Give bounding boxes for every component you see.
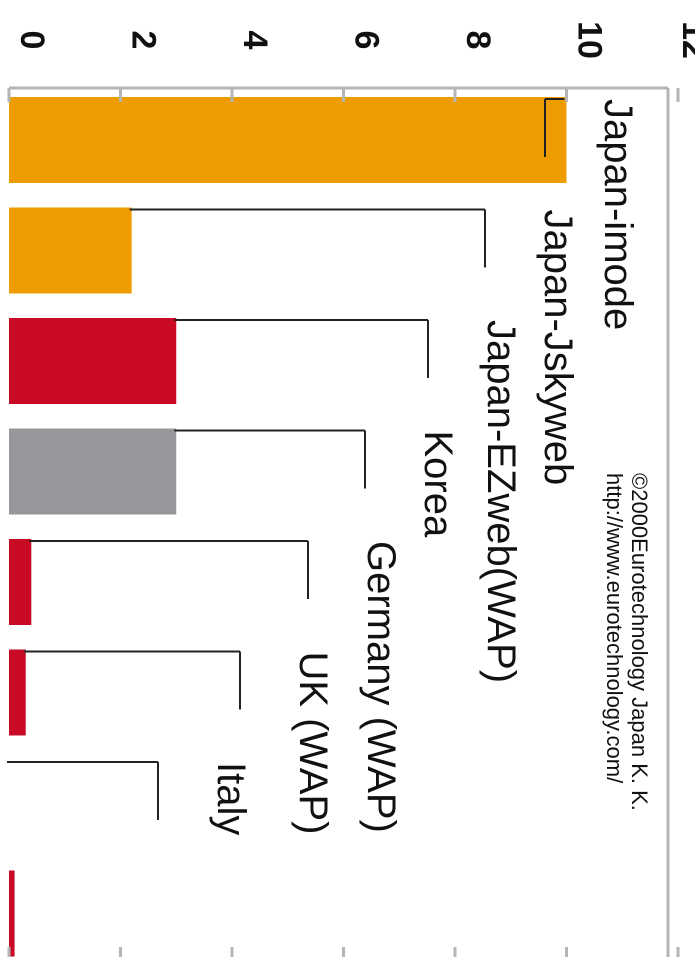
tick-label: 8 — [459, 31, 497, 50]
category-label: Japan-EZweb(WAP) — [479, 320, 523, 683]
credit-line-1: ©2000Eurotechnology Japan K. K. — [627, 473, 652, 811]
bar — [9, 649, 26, 736]
tick-label: 0 — [13, 31, 51, 50]
tick-label: 12 — [675, 21, 695, 59]
bar — [9, 428, 177, 515]
tick-label: 2 — [125, 31, 163, 50]
tick-label: 6 — [348, 31, 386, 50]
bar — [9, 207, 132, 294]
category-label: Italy — [209, 762, 253, 835]
category-label: Germany (WAP) — [359, 541, 403, 833]
bar — [9, 539, 32, 625]
credit-line-2: http://www.eurotechnology.com/ — [602, 473, 627, 784]
bar — [9, 870, 15, 957]
plot-area: Japan-imode Japan-Jskyweb Japan-EZweb(WAP)… — [7, 21, 695, 957]
category-label: Korea — [416, 431, 460, 538]
bar — [9, 97, 567, 183]
category-label: UK (WAP) — [291, 652, 335, 835]
category-label: Japan-Jskyweb — [536, 210, 580, 486]
tick-label: 4 — [236, 31, 274, 50]
bar — [9, 318, 177, 404]
category-label: Japan-imode — [596, 99, 640, 330]
tick-label: 10 — [571, 21, 609, 59]
